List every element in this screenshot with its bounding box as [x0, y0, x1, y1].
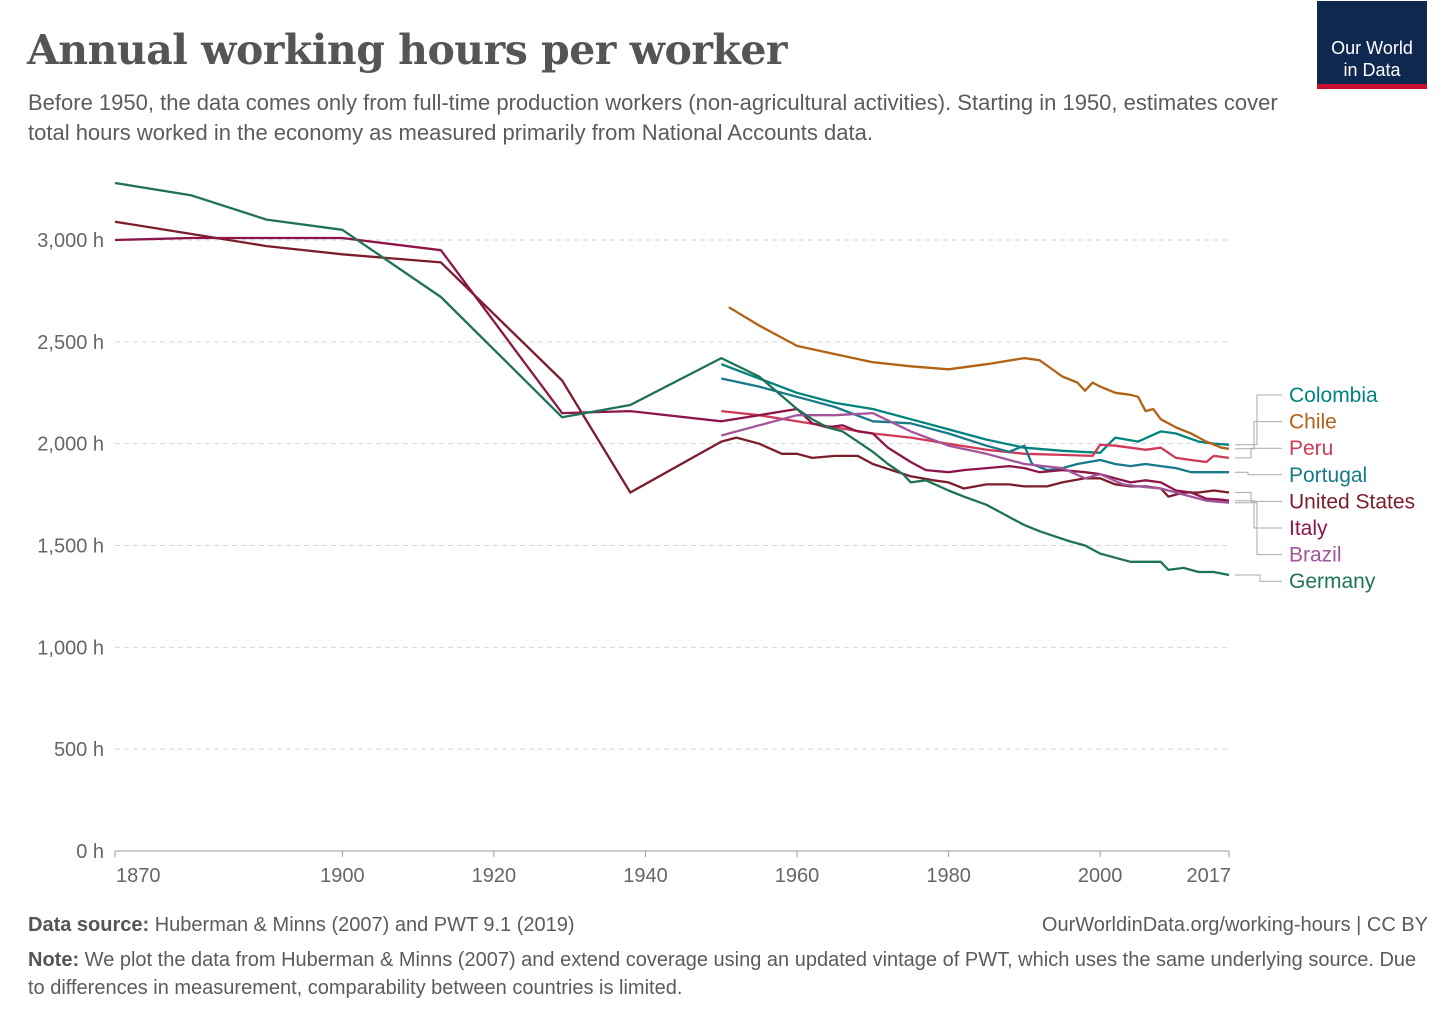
- series-line-germany[interactable]: [114, 181, 1230, 577]
- y-tick-label: 0 h: [76, 841, 104, 863]
- logo-line-2: in Data: [1343, 60, 1401, 80]
- x-tick-label: 1920: [472, 865, 517, 887]
- x-tick-label: 1960: [775, 865, 820, 887]
- y-tick-label: 500 h: [54, 739, 104, 761]
- x-tick-label: 1870: [116, 865, 161, 887]
- series-label-colombia[interactable]: Colombia: [1289, 384, 1378, 407]
- series-line-peru[interactable]: [721, 409, 1230, 464]
- series-label-chile[interactable]: Chile: [1289, 411, 1337, 434]
- x-tick-label: 1900: [320, 865, 365, 887]
- series-line-portugal[interactable]: [721, 377, 1229, 474]
- chart-note: Note: We plot the data from Huberman & M…: [28, 946, 1418, 1002]
- x-tick-label: 1980: [926, 865, 971, 887]
- label-connector: [1235, 574, 1282, 582]
- note-label: Note:: [28, 949, 80, 971]
- note-text: We plot the data from Huberman & Minns (…: [28, 949, 1417, 999]
- label-connector: [1235, 447, 1282, 459]
- series-label-united-states[interactable]: United States: [1289, 490, 1415, 513]
- grid-lines: [115, 239, 1229, 750]
- label-connector: [1235, 492, 1282, 502]
- series-label-italy[interactable]: Italy: [1289, 517, 1328, 540]
- series-line-brazil[interactable]: [721, 411, 1230, 504]
- series-lines: [114, 181, 1230, 577]
- x-axis: 1870 1900 1920 1940 1960 1980 2000 2017: [114, 850, 1232, 887]
- y-tick-label: 3,000 h: [37, 230, 104, 252]
- label-connector: [1235, 394, 1282, 446]
- series-label-peru[interactable]: Peru: [1289, 437, 1333, 460]
- data-source: Data source: Huberman & Minns (2007) and…: [28, 914, 575, 937]
- series-line-chile[interactable]: [728, 306, 1230, 450]
- series-labels: Colombia Chile Peru Portugal United States It…: [1235, 384, 1415, 593]
- label-connector: [1235, 471, 1282, 476]
- y-tick-label: 1,000 h: [37, 637, 104, 659]
- label-connector: [1235, 502, 1282, 556]
- series-label-germany[interactable]: Germany: [1289, 570, 1376, 593]
- data-source-label: Data source:: [28, 914, 150, 936]
- chart-title: Annual working hours per worker: [27, 26, 788, 74]
- logo-line-1: Our World: [1331, 38, 1413, 58]
- y-tick-label: 2,500 h: [37, 332, 104, 354]
- source-url[interactable]: OurWorldinData.org/working-hours | CC BY: [1041, 914, 1428, 936]
- y-axis-ticks: 0 h 500 h 1,000 h 1,500 h 2,000 h 2,500 h 3,00…: [37, 230, 104, 863]
- series-line-colombia[interactable]: [720, 363, 1230, 454]
- x-tick-label: 2017: [1187, 865, 1232, 887]
- x-tick-label: 2000: [1078, 865, 1123, 887]
- series-line-italy[interactable]: [114, 236, 1230, 502]
- label-connector: [1235, 500, 1282, 529]
- y-tick-label: 1,500 h: [37, 536, 104, 558]
- x-tick-label: 1940: [623, 865, 668, 887]
- owid-logo[interactable]: Our World in Data: [1317, 1, 1427, 89]
- data-source-text: Huberman & Minns (2007) and PWT 9.1 (201…: [154, 914, 575, 936]
- chart-subtitle: Before 1950, the data comes only from fu…: [28, 90, 1278, 145]
- series-label-brazil[interactable]: Brazil: [1289, 544, 1342, 567]
- y-tick-label: 2,000 h: [37, 434, 104, 456]
- series-label-portugal[interactable]: Portugal: [1289, 464, 1367, 487]
- label-connector: [1235, 421, 1282, 450]
